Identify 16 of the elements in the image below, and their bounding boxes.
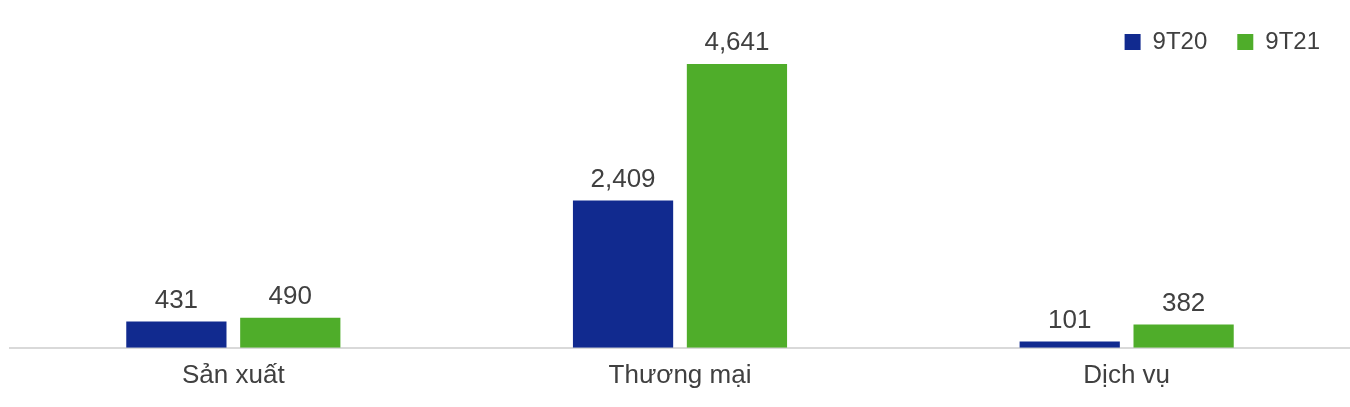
x-tick-label: Dịch vụ	[1083, 358, 1171, 389]
bar	[1133, 324, 1234, 348]
bar	[572, 200, 674, 348]
data-label: 382	[1161, 286, 1206, 317]
data-label: 2,409	[590, 162, 656, 193]
bar	[240, 317, 341, 348]
data-label: 101	[1048, 303, 1092, 334]
legend-label: 9T20	[1152, 26, 1208, 54]
x-tick-label: Sản xuất	[182, 358, 286, 389]
data-label: 4,641	[704, 26, 770, 57]
bar	[686, 64, 788, 348]
x-tick-label: Thương mại	[608, 358, 752, 389]
data-label: 431	[154, 283, 199, 314]
legend-label: 9T21	[1265, 26, 1320, 54]
bar	[126, 321, 227, 348]
data-label: 490	[268, 280, 312, 311]
